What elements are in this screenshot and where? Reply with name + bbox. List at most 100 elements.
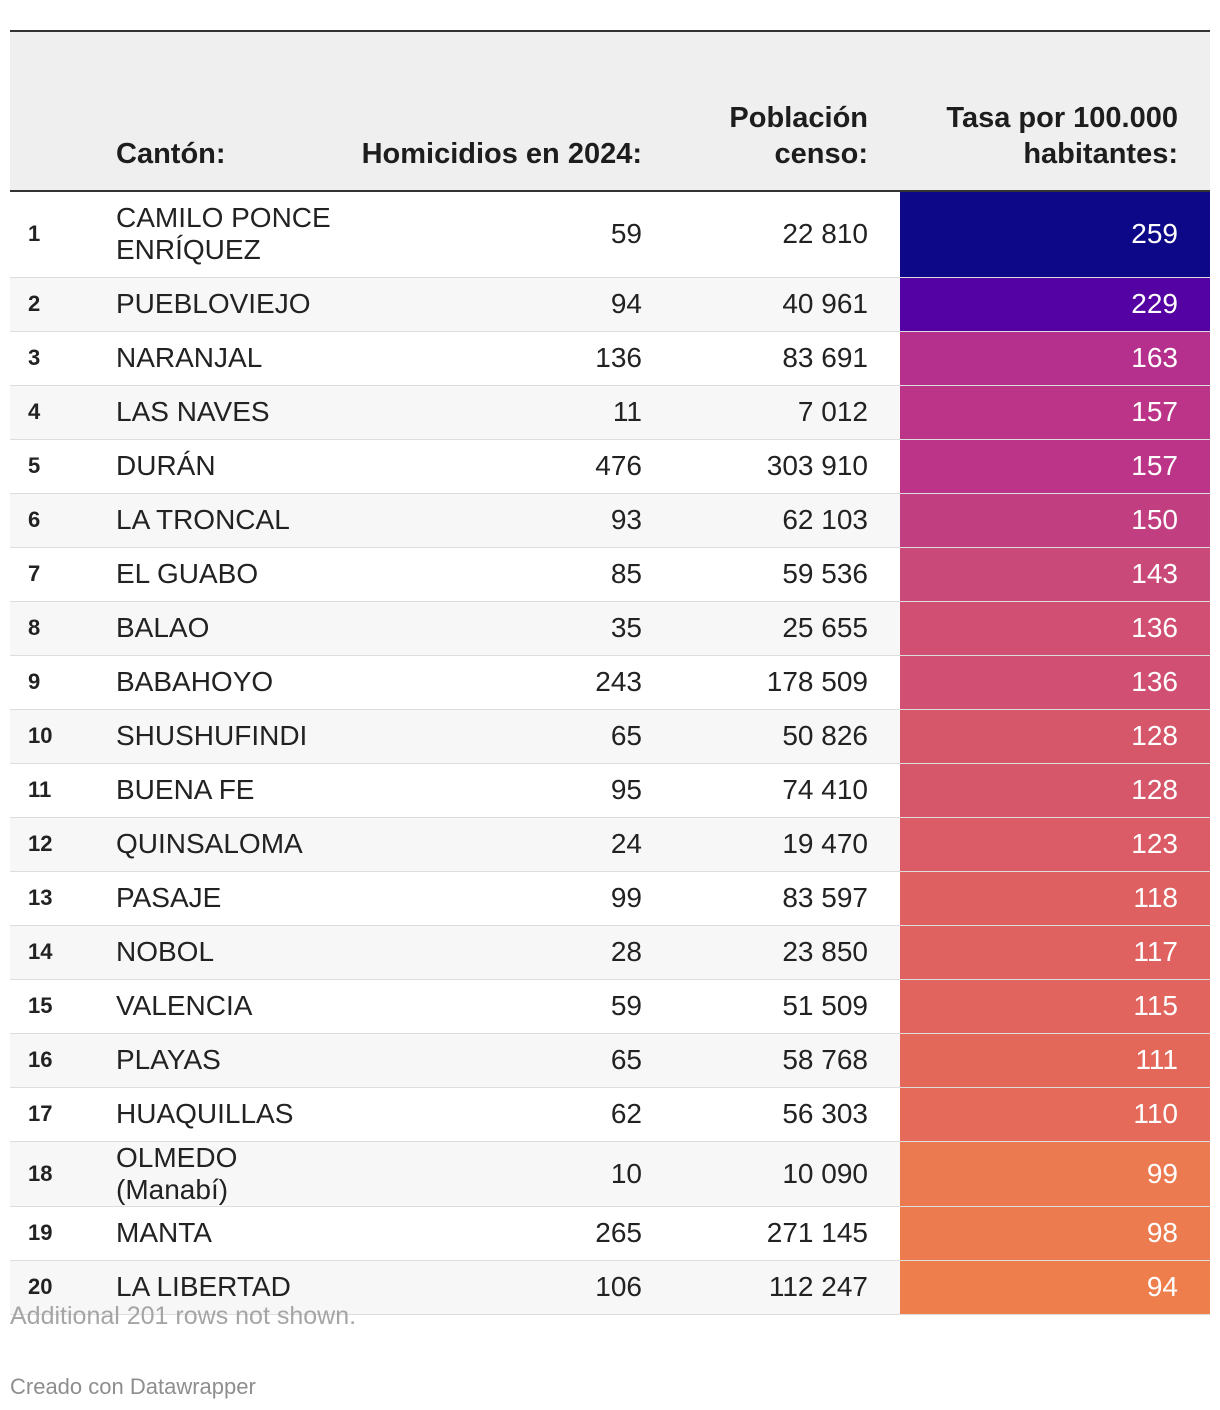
rank-cell: 4 xyxy=(28,399,41,424)
header-rank[interactable] xyxy=(10,31,116,191)
table-row: 18 OLMEDO (Manabí) 10 10 090 99 xyxy=(10,1141,1210,1206)
tasa-cell: 99 xyxy=(900,1141,1210,1206)
table-row: 14 NOBOL 28 23 850 117 xyxy=(10,925,1210,979)
homicidios-cell: 10 xyxy=(610,1157,642,1189)
poblacion-cell: 62 103 xyxy=(782,504,868,535)
table-row: 16 PLAYAS 65 58 768 111 xyxy=(10,1033,1210,1087)
tasa-cell: 259 xyxy=(900,191,1210,277)
rank-cell: 16 xyxy=(28,1047,53,1072)
rank-cell: 20 xyxy=(28,1274,53,1299)
poblacion-cell: 58 768 xyxy=(782,1044,868,1075)
rank-cell: 13 xyxy=(28,885,53,910)
canton-cell: LAS NAVES xyxy=(116,396,270,427)
tasa-cell: 110 xyxy=(900,1087,1210,1141)
table-row: 19 MANTA 265 271 145 98 xyxy=(10,1206,1210,1260)
homicidios-cell: 265 xyxy=(595,1217,642,1248)
header-tasa[interactable]: Tasa por 100.000 habitantes: xyxy=(946,102,1178,170)
poblacion-cell: 178 509 xyxy=(766,666,868,697)
table-row: 4 LAS NAVES 11 7 012 157 xyxy=(10,385,1210,439)
canton-cell: QUINSALOMA xyxy=(116,828,303,859)
homicidios-cell: 476 xyxy=(595,450,642,481)
rank-cell: 18 xyxy=(28,1160,53,1186)
tasa-cell: 117 xyxy=(900,925,1210,979)
poblacion-cell: 40 961 xyxy=(782,288,868,319)
canton-cell: MANTA xyxy=(116,1217,212,1248)
rank-cell: 6 xyxy=(28,507,41,532)
header-canton[interactable]: Cantón: xyxy=(116,138,226,170)
homicide-rate-table: Cantón: Homicidios en 2024: Población ce… xyxy=(10,30,1210,1315)
canton-cell: OLMEDO (Manabí) xyxy=(116,1141,238,1205)
canton-cell: NARANJAL xyxy=(116,342,263,373)
canton-cell: PUEBLOVIEJO xyxy=(116,288,311,319)
table-body: 1 CAMILO PONCE ENRÍQUEZ 59 22 810 259 2 PUEBLO… xyxy=(10,191,1210,1314)
rank-cell: 10 xyxy=(28,723,53,748)
homicidios-cell: 95 xyxy=(610,774,642,805)
canton-cell: BALAO xyxy=(116,612,210,643)
table-row: 2 PUEBLOVIEJO 94 40 961 229 xyxy=(10,277,1210,331)
homicidios-cell: 28 xyxy=(610,936,642,967)
table-row: 9 BABAHOYO 243 178 509 136 xyxy=(10,655,1210,709)
homicidios-cell: 85 xyxy=(610,558,642,589)
rank-cell: 12 xyxy=(28,831,53,856)
tasa-cell: 128 xyxy=(900,763,1210,817)
header-row: Cantón: Homicidios en 2024: Población ce… xyxy=(10,31,1210,191)
canton-cell: DURÁN xyxy=(116,450,216,481)
poblacion-cell: 50 826 xyxy=(782,720,868,751)
poblacion-cell: 51 509 xyxy=(782,990,868,1021)
poblacion-cell: 7 012 xyxy=(797,396,868,427)
poblacion-cell: 56 303 xyxy=(782,1098,868,1129)
canton-cell: LA TRONCAL xyxy=(116,504,290,535)
rows-not-shown-note: Additional 201 rows not shown. xyxy=(10,1302,357,1330)
canton-cell: NOBOL xyxy=(116,936,215,967)
table-row: 5 DURÁN 476 303 910 157 xyxy=(10,439,1210,493)
poblacion-cell: 10 090 xyxy=(782,1157,868,1189)
table-row: 1 CAMILO PONCE ENRÍQUEZ 59 22 810 259 xyxy=(10,191,1210,277)
homicidios-cell: 106 xyxy=(595,1271,642,1302)
header-homicidios[interactable]: Homicidios en 2024: xyxy=(361,138,642,170)
table-row: 6 LA TRONCAL 93 62 103 150 xyxy=(10,493,1210,547)
canton-cell: HUAQUILLAS xyxy=(116,1098,294,1129)
poblacion-cell: 22 810 xyxy=(782,218,868,250)
rank-cell: 8 xyxy=(28,615,41,640)
canton-cell: EL GUABO xyxy=(116,558,259,589)
tasa-cell: 118 xyxy=(900,871,1210,925)
homicidios-cell: 93 xyxy=(610,504,642,535)
tasa-cell: 123 xyxy=(900,817,1210,871)
poblacion-cell: 83 691 xyxy=(782,342,868,373)
rank-cell: 7 xyxy=(28,561,41,586)
table-row: 13 PASAJE 99 83 597 118 xyxy=(10,871,1210,925)
table-row: 8 BALAO 35 25 655 136 xyxy=(10,601,1210,655)
rank-cell: 19 xyxy=(28,1220,53,1245)
table-row: 11 BUENA FE 95 74 410 128 xyxy=(10,763,1210,817)
homicidios-cell: 65 xyxy=(610,1044,642,1075)
header-poblacion[interactable]: Población censo: xyxy=(729,102,868,170)
rank-cell: 14 xyxy=(28,939,53,964)
homicidios-cell: 59 xyxy=(610,990,642,1021)
tasa-cell: 94 xyxy=(900,1260,1210,1314)
canton-cell: BABAHOYO xyxy=(116,666,274,697)
poblacion-cell: 74 410 xyxy=(782,774,868,805)
rank-cell: 17 xyxy=(28,1101,53,1126)
table-header: Cantón: Homicidios en 2024: Población ce… xyxy=(10,31,1210,191)
canton-cell: VALENCIA xyxy=(116,990,253,1021)
table-row: 12 QUINSALOMA 24 19 470 123 xyxy=(10,817,1210,871)
homicidios-cell: 136 xyxy=(595,342,642,373)
homicidios-cell: 62 xyxy=(610,1098,642,1129)
data-table-container: Cantón: Homicidios en 2024: Población ce… xyxy=(10,30,1210,1315)
tasa-cell: 150 xyxy=(900,493,1210,547)
rank-cell: 11 xyxy=(28,777,52,802)
poblacion-cell: 25 655 xyxy=(782,612,868,643)
homicidios-cell: 65 xyxy=(610,720,642,751)
tasa-cell: 157 xyxy=(900,439,1210,493)
homicidios-cell: 24 xyxy=(610,828,642,859)
homicidios-cell: 99 xyxy=(610,882,642,913)
table-row: 10 SHUSHUFINDI 65 50 826 128 xyxy=(10,709,1210,763)
tasa-cell: 157 xyxy=(900,385,1210,439)
homicidios-cell: 94 xyxy=(610,288,642,319)
table-row: 15 VALENCIA 59 51 509 115 xyxy=(10,979,1210,1033)
tasa-cell: 98 xyxy=(900,1206,1210,1260)
canton-cell: SHUSHUFINDI xyxy=(116,720,308,751)
rank-cell: 2 xyxy=(28,291,41,316)
canton-cell: CAMILO PONCE ENRÍQUEZ xyxy=(116,202,331,266)
rank-cell: 1 xyxy=(28,221,41,247)
